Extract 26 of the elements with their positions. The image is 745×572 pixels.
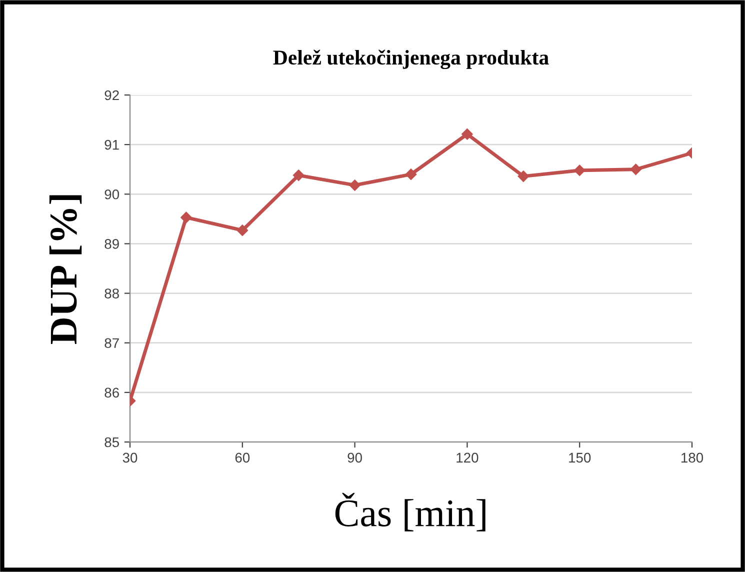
- y-tick-label: 86: [104, 388, 119, 398]
- x-axis-title: Čas [min]: [335, 492, 486, 532]
- x-tick-label: 60: [235, 452, 250, 463]
- y-tick-label: 90: [104, 189, 120, 200]
- y-tick-label: 87: [104, 338, 119, 348]
- y-tick-label: 88: [104, 288, 119, 298]
- point: [630, 164, 642, 175]
- x-tick-label: 150: [569, 452, 591, 463]
- point: [292, 170, 304, 181]
- x-tick-label: 30: [122, 452, 138, 463]
- point: [349, 180, 360, 191]
- point: [236, 224, 248, 236]
- y-tick-label: 85: [104, 437, 120, 448]
- chart-title: Delež utekočinjenega produkta: [273, 50, 549, 70]
- y-tick-label: 91: [104, 140, 119, 150]
- point: [405, 168, 417, 180]
- y-tick-label: 92: [104, 90, 119, 100]
- x-tick-label: 180: [681, 452, 704, 463]
- point: [574, 164, 586, 176]
- y-tick-label: 89: [104, 239, 119, 249]
- point: [180, 212, 192, 224]
- point: [462, 128, 473, 140]
- x-tick-label: 120: [456, 452, 478, 463]
- y-axis-title: DUP [%]: [49, 195, 82, 344]
- point: [518, 170, 530, 182]
- x-tick-label: 90: [348, 452, 362, 463]
